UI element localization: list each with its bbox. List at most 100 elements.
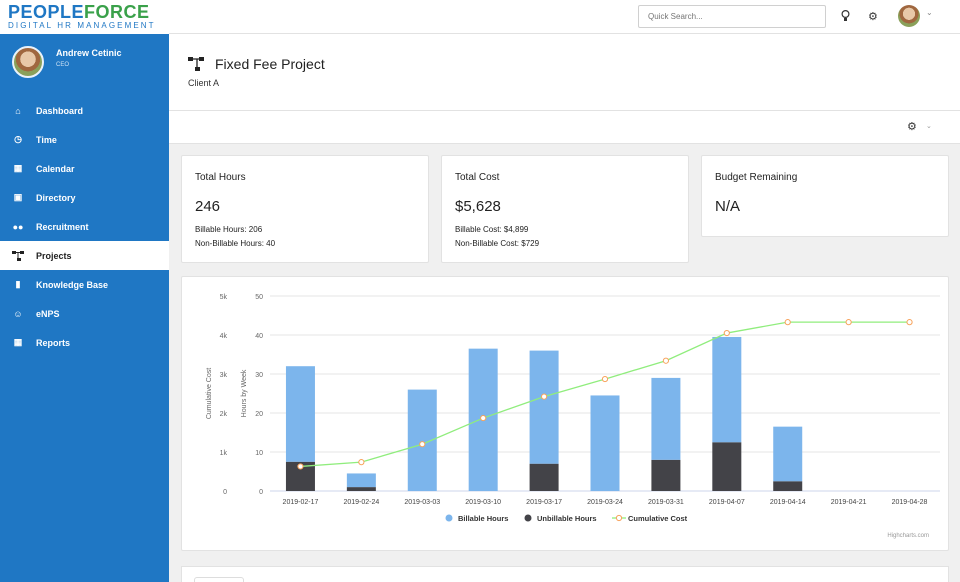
calendar-icon: ▦ — [13, 163, 23, 173]
clock-icon: ◷ — [14, 134, 22, 144]
bar-billable — [651, 377, 681, 460]
avatar[interactable] — [12, 46, 44, 78]
billable-hours: Billable Hours: 206 — [195, 225, 263, 234]
non-billable-hours: Non-Billable Hours: 40 — [195, 239, 276, 248]
sidebar-item-recruitment[interactable]: ●● Recruitment — [0, 212, 169, 241]
hours-tick-label: 40 — [255, 333, 263, 340]
hours-axis-title: Hours by Week — [241, 369, 248, 417]
bar-billable — [712, 336, 742, 443]
bar-unbillable — [773, 481, 803, 491]
hours-tick-label: 50 — [255, 294, 263, 301]
sidebar-item-label: Knowledge Base — [36, 279, 109, 290]
x-tick-label: 2019-02-17 — [283, 499, 319, 506]
sidebar-item-label: eNPS — [36, 308, 60, 319]
sidebar-item-label: Directory — [36, 192, 76, 203]
search-input[interactable] — [638, 5, 826, 28]
address-book-icon: ▣ — [13, 192, 23, 202]
cumulative-cost-point — [601, 375, 609, 383]
budget-remaining-card: Budget Remaining N/A — [701, 155, 949, 237]
bar-billable — [590, 395, 620, 491]
legend-billable-hours-marker — [445, 514, 453, 522]
x-tick-label: 2019-04-21 — [831, 499, 867, 506]
sidebar-item-label: Reports — [36, 337, 71, 348]
sidebar-item-calendar[interactable]: ▦ Calendar — [0, 154, 169, 183]
cumulative-cost-point — [784, 319, 791, 326]
toolbar: ⚙ ⌄ — [169, 111, 960, 144]
lightbulb-icon[interactable] — [841, 9, 850, 25]
user-profile[interactable]: Andrew Cetinic CEO — [0, 34, 169, 96]
hours-tick-label: 30 — [255, 372, 263, 379]
legend-unbillable-hours-marker — [524, 514, 532, 522]
legend-unbillable-hours: Unbillable Hours — [537, 514, 597, 523]
x-tick-label: 2019-03-17 — [526, 499, 562, 506]
legend-cumulative-cost: Cumulative Cost — [628, 514, 688, 523]
page-subtitle: Client A — [188, 78, 220, 88]
card-value: $5,628 — [455, 198, 501, 215]
sidebar-item-projects[interactable]: Projects — [0, 241, 169, 270]
card-title: Total Hours — [195, 172, 246, 183]
page-title: Fixed Fee Project — [215, 56, 325, 72]
sidebar-item-dashboard[interactable]: ⌂ Dashboard — [0, 96, 169, 125]
bar-billable — [529, 350, 559, 464]
sidebar-item-reports[interactable]: ▦ Reports — [0, 328, 169, 357]
logo[interactable]: PEOPLEFORCE DIGITAL HR MANAGEMENT — [0, 0, 169, 34]
cost-tick-label: 1k — [220, 450, 228, 457]
cost-tick-label: 0 — [223, 489, 227, 496]
card-title: Total Cost — [455, 172, 500, 183]
cost-axis-title: Cumulative Cost — [206, 368, 213, 419]
sidebar-item-directory[interactable]: ▣ Directory — [0, 183, 169, 212]
bar-billable — [285, 366, 315, 462]
legend-cumulative-cost-marker — [615, 514, 623, 522]
bar-billable — [346, 473, 376, 488]
logo-people: PEOPLE — [8, 2, 85, 22]
x-tick-label: 2019-03-03 — [404, 499, 440, 506]
sidebar-item-label: Dashboard — [36, 105, 84, 116]
cost-tick-label: 3k — [220, 372, 228, 379]
cumulative-cost-point — [906, 319, 913, 326]
total-cost-card: Total Cost $5,628 Billable Cost: $4,899 … — [441, 155, 689, 263]
sidebar-item-label: Projects — [36, 250, 72, 261]
total-hours-card: Total Hours 246 Billable Hours: 206 Non-… — [181, 155, 429, 263]
billable-cost: Billable Cost: $4,899 — [455, 225, 529, 234]
hours-tick-label: 20 — [255, 411, 263, 418]
sidebar-nav: ⌂ Dashboard ◷ Time ▦ Calendar ▣ Directory ●●… — [0, 96, 169, 357]
topbar: ⚙ ⌄ — [169, 0, 960, 34]
page-header: Fixed Fee Project Client A — [169, 34, 960, 111]
x-tick-label: 2019-04-28 — [892, 499, 928, 506]
x-tick-label: 2019-02-24 — [343, 499, 379, 506]
hours-tick-label: 0 — [259, 489, 263, 496]
sidebar-item-knowledge-base[interactable]: ▮ Knowledge Base — [0, 270, 169, 299]
gear-icon[interactable]: ⚙ — [868, 11, 878, 23]
chart-credits: Highcharts.com — [887, 533, 929, 539]
user-role: CEO — [56, 62, 70, 68]
sidebar-item-label: Time — [36, 134, 57, 145]
non-billable-cost: Non-Billable Cost: $729 — [455, 239, 540, 248]
cumulative-cost-point — [419, 441, 426, 448]
sidebar: PEOPLEFORCE DIGITAL HR MANAGEMENT Andrew… — [0, 0, 169, 582]
sidebar-item-label: Recruitment — [36, 221, 89, 232]
chevron-down-icon[interactable]: ⌄ — [926, 123, 932, 130]
x-tick-label: 2019-03-31 — [648, 499, 684, 506]
avatar[interactable] — [898, 5, 920, 27]
users-icon: ●● — [12, 221, 24, 232]
cumulative-cost-point — [297, 463, 304, 470]
hours-cost-chart: 0 0 10 1k 20 2k 30 3k 40 4k 50 5k Cumulative Cost Hou… — [181, 276, 949, 551]
table-icon: ▦ — [13, 337, 23, 347]
sidebar-item-enps[interactable]: ☺ eNPS — [0, 299, 169, 328]
logo-force: FORCE — [84, 2, 150, 22]
card-title: Budget Remaining — [715, 172, 798, 183]
cumulative-cost-point — [480, 414, 487, 422]
cumulative-cost-point — [540, 393, 548, 400]
gear-icon[interactable]: ⚙ — [907, 121, 917, 133]
user-name: Andrew Cetinic — [56, 48, 122, 58]
sidebar-item-time[interactable]: ◷ Time — [0, 125, 169, 154]
chevron-down-icon[interactable]: ⌄ — [926, 8, 933, 17]
card-value: N/A — [715, 198, 741, 215]
sidebar-item-label: Calendar — [36, 163, 75, 174]
tab[interactable] — [194, 577, 244, 582]
bar-unbillable — [346, 487, 376, 491]
x-tick-label: 2019-04-14 — [770, 499, 806, 506]
bar-billable — [773, 426, 803, 482]
legend-billable-hours: Billable Hours — [458, 514, 508, 523]
chart-svg: 0 0 10 1k 20 2k 30 3k 40 4k 50 5k Cumulative Cost Hou… — [206, 294, 940, 539]
